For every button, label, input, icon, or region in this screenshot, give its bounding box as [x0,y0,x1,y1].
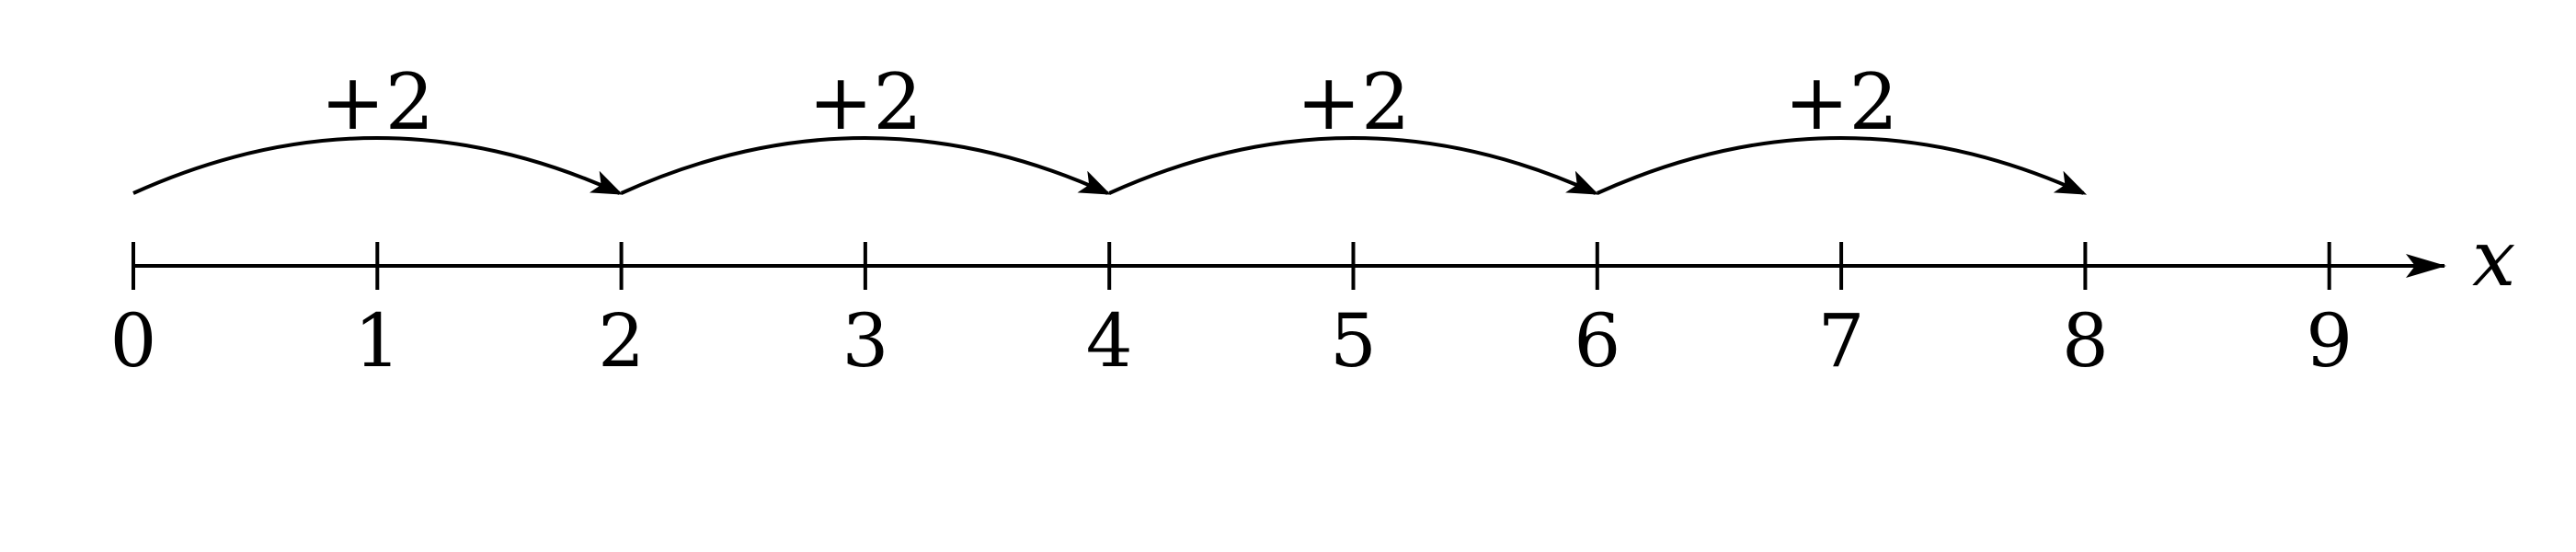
tick-label-2: 2 [598,298,645,384]
tick-label-0: 0 [110,298,157,384]
jump-label-3: +2 [1297,57,1411,147]
jump-arrows [132,136,2088,195]
tick-label-7: 7 [1818,298,1865,384]
tick-label-4: 4 [1086,298,1133,384]
tick-label-8: 8 [2062,298,2109,384]
jump-label-2: +2 [808,57,922,147]
axis-arrowhead [2406,254,2446,278]
tick-label-6: 6 [1574,298,1620,384]
jump-arrow-1 [132,136,624,195]
jump-labels: +2 +2 +2 +2 [320,57,1898,147]
tick-label-3: 3 [841,298,888,384]
tick-label-1: 1 [354,298,401,384]
jump-label-1: +2 [320,57,434,147]
tick-labels: 0 1 2 3 4 5 6 7 8 9 [110,298,2353,384]
jump-arrow-4 [1596,136,2088,195]
jump-arrow-3 [1108,136,1599,195]
axis-label: x [2472,213,2515,304]
jump-label-4: +2 [1784,57,1898,147]
ticks [132,242,2331,290]
axis: x [133,213,2515,304]
tick-label-9: 9 [2306,298,2353,384]
tick-label-5: 5 [1330,298,1377,384]
jump-arrow-2 [620,136,1111,195]
